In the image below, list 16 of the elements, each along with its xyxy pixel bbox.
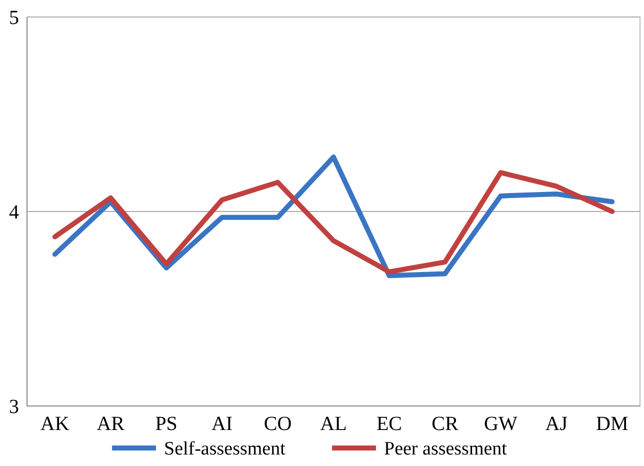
x-tick-label: CR xyxy=(432,413,459,435)
x-tick-label: GW xyxy=(484,413,518,435)
x-tick-label: EC xyxy=(376,413,402,435)
x-tick-label: AK xyxy=(40,413,70,435)
y-tick-label: 3 xyxy=(9,396,19,418)
legend-label: Self-assessment xyxy=(164,438,286,460)
legend-label: Peer assessment xyxy=(384,438,508,460)
x-tick-label: AR xyxy=(96,413,126,435)
y-tick-label: 5 xyxy=(9,7,19,29)
x-tick-label: PS xyxy=(155,413,178,435)
x-tick-label: CO xyxy=(264,413,292,435)
x-tick-label: AI xyxy=(211,413,233,435)
y-tick-label: 4 xyxy=(9,202,19,224)
x-tick-label: AJ xyxy=(545,413,568,435)
x-tick-label: DM xyxy=(596,413,628,435)
x-tick-label: AL xyxy=(320,413,347,435)
